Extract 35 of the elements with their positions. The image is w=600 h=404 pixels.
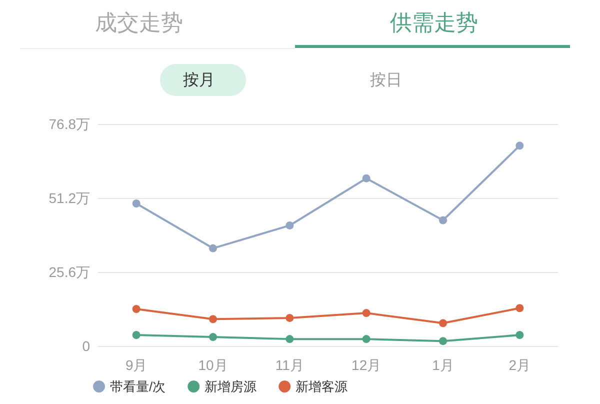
y-tick-label: 76.8万 bbox=[48, 116, 90, 132]
point bbox=[132, 331, 140, 340]
point bbox=[516, 304, 524, 312]
point bbox=[362, 174, 370, 182]
x-tick-label: 1月 bbox=[432, 357, 454, 373]
text: 按日 bbox=[370, 70, 402, 91]
point bbox=[209, 333, 217, 342]
legend-label: 带看量/次 bbox=[110, 379, 166, 394]
x-tick-label: 10月 bbox=[198, 357, 228, 373]
y-tick-label: 0 bbox=[82, 338, 90, 354]
point bbox=[439, 319, 447, 328]
x-tick-label: 11月 bbox=[275, 357, 304, 373]
y-tick-label: 25.6万 bbox=[48, 264, 90, 280]
point bbox=[132, 199, 140, 208]
point bbox=[516, 142, 524, 150]
point bbox=[209, 244, 217, 252]
point bbox=[439, 216, 447, 224]
point bbox=[286, 314, 294, 322]
point bbox=[132, 305, 140, 313]
y-tick-label: 51.2万 bbox=[48, 190, 90, 206]
legend-label: 新增客源 bbox=[296, 379, 348, 394]
point bbox=[362, 335, 370, 344]
text: 按月 bbox=[183, 70, 215, 91]
legend-label: 新增房源 bbox=[204, 379, 257, 394]
text: 成交走势 bbox=[95, 10, 183, 38]
point bbox=[362, 309, 370, 318]
x-tick-label: 9月 bbox=[125, 357, 148, 373]
point bbox=[286, 335, 294, 344]
point bbox=[286, 221, 294, 230]
point bbox=[516, 331, 524, 340]
point bbox=[439, 337, 447, 346]
x-tick-label: 2月 bbox=[508, 357, 531, 373]
x-tick-label: 12月 bbox=[352, 357, 382, 373]
point bbox=[209, 315, 217, 324]
text: 供需走势 bbox=[390, 10, 478, 38]
